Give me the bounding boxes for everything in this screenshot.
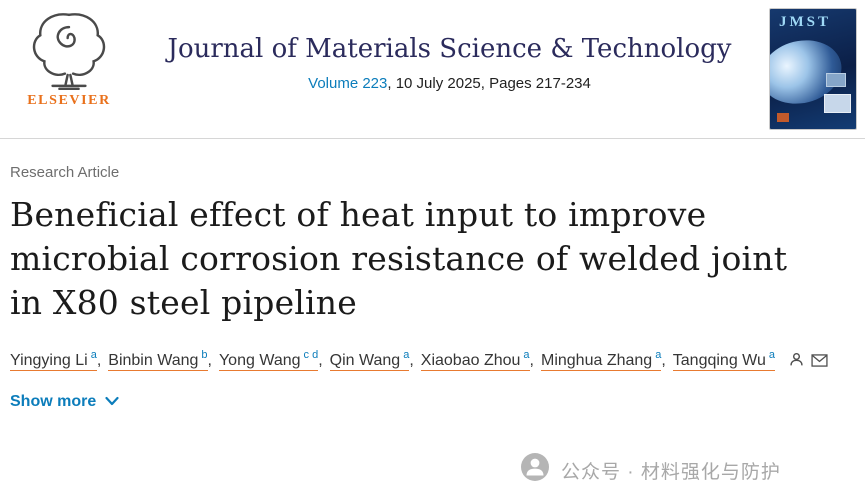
watermark-text: 公众号 · 材料强化与防护 [561,461,781,483]
author-link[interactable]: Qin Wang a [329,349,410,371]
issue-line: Volume 223, 10 July 2025, Pages 217-234 [130,75,769,92]
article-type-label: Research Article [10,164,120,181]
issue-info-text: , 10 July 2025, Pages 217-234 [387,75,591,92]
author-separator: , [409,351,414,369]
journal-header: ELSEVIER Journal of Materials Science & … [0,0,865,130]
author-separator: , [529,351,534,369]
author-list: Yingying Li a, Binbin Wang b, Yong Wang c d, Q… [10,344,829,378]
affiliation-sup: c d [303,349,319,362]
author-link[interactable]: Tangqing Wu a [672,349,775,371]
author-link[interactable]: Minghua Zhang a [541,349,662,371]
author-link[interactable]: Yingying Li a [10,349,97,371]
cover-accent-graphic [777,113,789,122]
journal-title-link[interactable]: Journal of Materials Science & Technolog… [167,34,732,64]
show-more-label: Show more [10,393,97,411]
cover-inset-image [824,94,851,113]
article-title: Beneficial effect of heat input to impro… [10,195,788,323]
volume-link[interactable]: Volume 223 [308,75,388,92]
author-separator: , [318,351,323,369]
article-main: Research Article Beneficial effect of he… [0,164,865,411]
affiliation-sup: a [403,349,410,362]
envelope-icon[interactable] [811,353,829,367]
elsevier-tree-icon [8,8,130,90]
wechat-official-account-icon [520,452,550,488]
author-link[interactable]: Yong Wang c d [218,349,319,371]
affiliation-sup: a [655,349,662,362]
affiliation-sup: b [201,349,208,362]
affiliation-sup: a [768,349,775,362]
person-icon[interactable] [789,352,804,367]
author-link[interactable]: Binbin Wang b [108,349,208,371]
affiliation-sup: a [90,349,97,362]
show-more-button[interactable]: Show more [10,393,119,411]
cover-inset-image [826,73,846,87]
journal-cover-thumbnail[interactable]: JMST [769,8,857,130]
author-separator: , [96,351,102,369]
elsevier-wordmark: ELSEVIER [27,93,111,108]
header-divider [0,138,865,139]
wechat-watermark: 公众号 · 材料强化与防护 [520,452,781,488]
author-link[interactable]: Xiaobao Zhou a [420,349,530,371]
corresponding-author-icons [785,352,835,369]
elsevier-logo[interactable]: ELSEVIER [8,8,130,109]
journal-info: Journal of Materials Science & Technolog… [130,8,769,92]
journal-cover-label: JMST [779,14,832,30]
chevron-down-icon [105,393,119,411]
author-separator: , [207,351,212,369]
author-separator: , [661,351,666,369]
affiliation-sup: a [523,349,530,362]
